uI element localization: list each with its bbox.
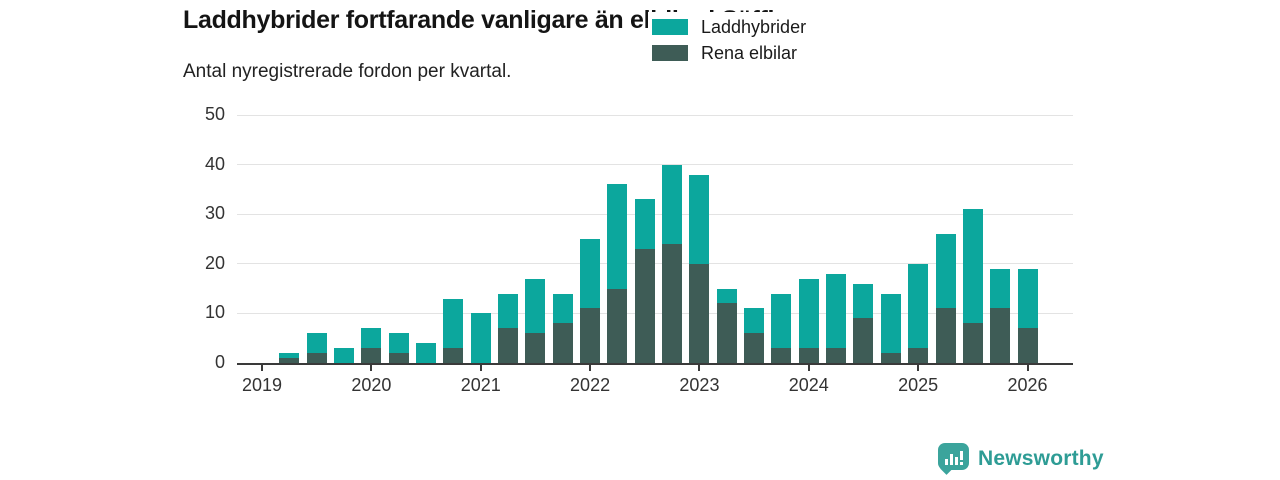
bar-segment-laddhybrider [443, 298, 464, 349]
bar-chart-bubble-icon [938, 443, 969, 475]
legend-swatch [652, 45, 688, 61]
x-tick-label: 2021 [460, 375, 501, 395]
y-tick-label: 0 [214, 352, 225, 372]
bar-segment-laddhybrider [716, 288, 737, 304]
bar-segment-rena-elbilar [607, 288, 628, 363]
logo-bar-1 [945, 459, 948, 465]
year-tick [698, 365, 701, 371]
bar-segment-rena-elbilar [771, 348, 792, 363]
logo-exclamation-line [960, 451, 963, 460]
bar-segment-rena-elbilar [552, 323, 573, 363]
bar-segment-laddhybrider [853, 283, 874, 319]
gridline [237, 263, 1073, 265]
bar-segment-rena-elbilar [662, 243, 683, 363]
bar-segment-rena-elbilar [388, 353, 409, 363]
bar-segment-laddhybrider [607, 184, 628, 289]
bar-segment-rena-elbilar [525, 333, 546, 363]
gridline [237, 312, 1073, 314]
bar-segment-laddhybrider [990, 268, 1011, 309]
year-tick [1026, 365, 1029, 371]
bar-segment-laddhybrider [334, 348, 355, 363]
bar-segment-rena-elbilar [689, 263, 710, 363]
bar-segment-rena-elbilar [1017, 328, 1038, 363]
bar-segment-rena-elbilar [990, 308, 1011, 363]
year-tick [589, 365, 592, 371]
bar-segment-laddhybrider [908, 263, 929, 349]
y-tick-label: 40 [204, 153, 225, 174]
bar-segment-laddhybrider [470, 313, 491, 363]
x-axis-line [237, 363, 1073, 365]
bar-segment-rena-elbilar [908, 348, 929, 363]
brand-name: Newsworthy [978, 446, 1104, 470]
year-tick [917, 365, 920, 371]
bar-segment-rena-elbilar [880, 353, 901, 363]
logo-exclamation-dot [960, 462, 963, 465]
bar-segment-laddhybrider [279, 353, 300, 359]
bar-segment-laddhybrider [552, 293, 573, 324]
legend-item-laddhybrider: Laddhybrider [652, 14, 806, 40]
bar-segment-rena-elbilar [498, 328, 519, 363]
bar-segment-rena-elbilar [798, 348, 819, 363]
bar-segment-laddhybrider [388, 333, 409, 354]
plot-area: 0 10 20 30 40 50 2019 2020 2021 2022 2023 2024 2025 2… [205, 104, 1073, 395]
bar-segment-laddhybrider [771, 293, 792, 349]
x-tick-label: 2022 [570, 375, 611, 395]
y-tick-label: 30 [204, 203, 225, 224]
legend-label: Laddhybrider [701, 16, 807, 37]
bar-segment-laddhybrider [880, 293, 901, 354]
bar-segment-rena-elbilar [361, 348, 382, 363]
bar-segment-laddhybrider [689, 174, 710, 264]
year-tick [261, 365, 263, 371]
bar-segment-rena-elbilar [443, 348, 464, 363]
x-tick-label: 2020 [351, 375, 392, 395]
y-tick-label: 50 [204, 104, 225, 124]
bar-segment-laddhybrider [306, 333, 327, 354]
gridline [237, 114, 1073, 116]
y-tick-label: 20 [204, 252, 225, 273]
bar-segment-laddhybrider [662, 164, 683, 244]
x-tick-label: 2026 [1007, 375, 1048, 395]
year-tick [370, 365, 373, 371]
bar-segment-laddhybrider [580, 239, 601, 309]
x-tick-label: 2023 [679, 375, 720, 395]
x-tick-label: 2019 [241, 375, 283, 395]
bar-segment-laddhybrider [935, 234, 956, 309]
bar-segment-laddhybrider [416, 343, 437, 363]
bar-segment-laddhybrider [826, 273, 847, 349]
bar-segment-rena-elbilar [962, 323, 983, 363]
bar-segment-laddhybrider [498, 293, 519, 329]
newsworthy-logo: Newsworthy [938, 443, 1104, 475]
y-tick-label: 10 [204, 302, 225, 323]
bar-segment-laddhybrider [634, 199, 655, 249]
bar-segment-laddhybrider [744, 308, 765, 334]
bar-segment-laddhybrider [1017, 268, 1038, 329]
x-tick-label: 2025 [898, 375, 939, 395]
logo-bar-2 [950, 454, 953, 465]
bar-segment-laddhybrider [361, 328, 382, 349]
legend-label: Rena elbilar [701, 42, 798, 63]
gridline [237, 164, 1073, 166]
logo-bar-3 [955, 457, 958, 465]
legend-swatch [652, 19, 688, 35]
bar-segment-laddhybrider [798, 278, 819, 349]
bar-segment-rena-elbilar [716, 303, 737, 363]
bar-segment-rena-elbilar [744, 333, 765, 363]
bar-segment-rena-elbilar [935, 308, 956, 363]
chart-subtitle: Antal nyregistrerade fordon per kvartal. [183, 61, 512, 82]
gridline [237, 213, 1073, 215]
year-tick [479, 365, 482, 371]
legend: Laddhybrider Rena elbilar [648, 12, 815, 68]
x-tick-label: 2024 [788, 375, 829, 395]
bar-segment-rena-elbilar [826, 348, 847, 363]
bar-segment-rena-elbilar [634, 248, 655, 363]
bar-segment-rena-elbilar [306, 353, 327, 363]
bar-segment-laddhybrider [525, 278, 546, 334]
bar-segment-rena-elbilar [853, 318, 874, 363]
legend-item-rena-elbilar: Rena elbilar [652, 40, 806, 66]
year-tick [807, 365, 810, 371]
bar-segment-rena-elbilar [580, 308, 601, 363]
bar-segment-rena-elbilar [279, 358, 300, 363]
bar-segment-laddhybrider [962, 209, 983, 324]
